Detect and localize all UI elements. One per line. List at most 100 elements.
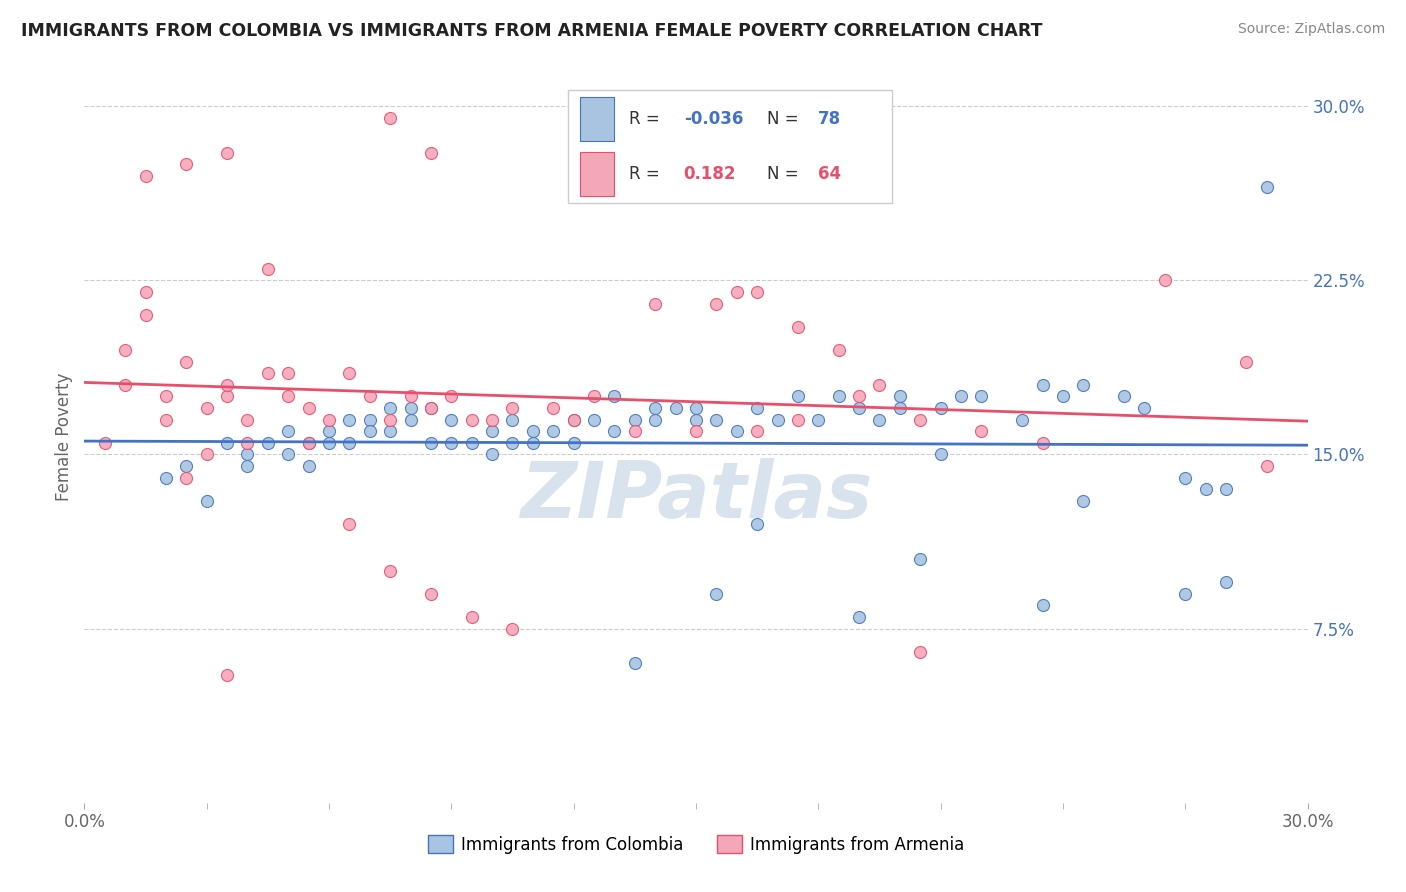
Point: [603, 389, 626, 403]
Text: R =: R =: [628, 165, 659, 183]
Point: [420, 587, 443, 601]
Point: [910, 412, 932, 426]
Point: [848, 610, 870, 624]
Point: [217, 389, 239, 403]
Point: [685, 424, 707, 438]
Point: [747, 285, 769, 299]
Point: [217, 377, 239, 392]
Point: [787, 389, 810, 403]
Point: [461, 436, 484, 450]
Point: [1052, 389, 1074, 403]
Point: [624, 657, 647, 671]
Point: [318, 412, 340, 426]
Text: 78: 78: [818, 110, 841, 128]
Point: [747, 401, 769, 415]
Point: [929, 401, 952, 415]
Point: [1174, 471, 1197, 485]
Point: [399, 389, 422, 403]
Point: [174, 157, 197, 171]
Point: [257, 366, 280, 380]
Point: [848, 401, 870, 415]
Point: [257, 261, 280, 276]
Point: [195, 494, 218, 508]
Point: [380, 401, 402, 415]
Point: [869, 412, 891, 426]
Point: [257, 436, 280, 450]
Point: [1256, 180, 1278, 194]
Point: [889, 389, 911, 403]
Point: [440, 436, 463, 450]
Point: [440, 412, 463, 426]
Point: [380, 424, 402, 438]
Point: [502, 401, 524, 415]
Point: [399, 401, 422, 415]
Point: [1032, 377, 1054, 392]
Point: [318, 424, 340, 438]
Text: 64: 64: [818, 165, 841, 183]
Text: ZIPatlas: ZIPatlas: [520, 458, 872, 533]
Point: [277, 448, 299, 462]
Point: [195, 401, 218, 415]
Point: [461, 610, 484, 624]
Text: IMMIGRANTS FROM COLOMBIA VS IMMIGRANTS FROM ARMENIA FEMALE POVERTY CORRELATION C: IMMIGRANTS FROM COLOMBIA VS IMMIGRANTS F…: [21, 22, 1043, 40]
Point: [217, 145, 239, 160]
Point: [1256, 459, 1278, 474]
Point: [236, 448, 259, 462]
Point: [1174, 587, 1197, 601]
Point: [644, 412, 666, 426]
Point: [1011, 412, 1033, 426]
Point: [706, 587, 728, 601]
Point: [399, 412, 422, 426]
Point: [747, 517, 769, 532]
Point: [1073, 494, 1095, 508]
Point: [195, 448, 218, 462]
Point: [481, 448, 503, 462]
Point: [298, 401, 321, 415]
Point: [502, 436, 524, 450]
Point: [277, 389, 299, 403]
Point: [1154, 273, 1177, 287]
Point: [217, 436, 239, 450]
Point: [155, 412, 177, 426]
Point: [562, 436, 585, 450]
Point: [380, 564, 402, 578]
FancyBboxPatch shape: [568, 90, 891, 203]
Point: [298, 436, 321, 450]
Point: [135, 308, 157, 322]
Point: [1032, 599, 1054, 613]
Point: [828, 389, 851, 403]
FancyBboxPatch shape: [579, 97, 614, 141]
Point: [440, 389, 463, 403]
Point: [236, 459, 259, 474]
Point: [828, 343, 851, 357]
Point: [380, 412, 402, 426]
Point: [277, 366, 299, 380]
Point: [174, 354, 197, 368]
Y-axis label: Female Poverty: Female Poverty: [55, 373, 73, 501]
Point: [420, 436, 443, 450]
Point: [339, 436, 361, 450]
Point: [420, 401, 443, 415]
Point: [481, 424, 503, 438]
Point: [217, 668, 239, 682]
Point: [787, 319, 810, 334]
Point: [603, 424, 626, 438]
Point: [339, 517, 361, 532]
Point: [624, 424, 647, 438]
Point: [522, 436, 544, 450]
Point: [93, 436, 115, 450]
Point: [543, 424, 565, 438]
Point: [562, 412, 585, 426]
Point: [135, 169, 157, 183]
Point: [543, 401, 565, 415]
Point: [1133, 401, 1156, 415]
Point: [1032, 436, 1054, 450]
Point: [318, 436, 340, 450]
Point: [706, 296, 728, 310]
Point: [236, 412, 259, 426]
Point: [929, 448, 952, 462]
Point: [1215, 575, 1237, 590]
Legend: Immigrants from Colombia, Immigrants from Armenia: Immigrants from Colombia, Immigrants fro…: [420, 829, 972, 860]
Point: [624, 412, 647, 426]
Point: [807, 412, 830, 426]
